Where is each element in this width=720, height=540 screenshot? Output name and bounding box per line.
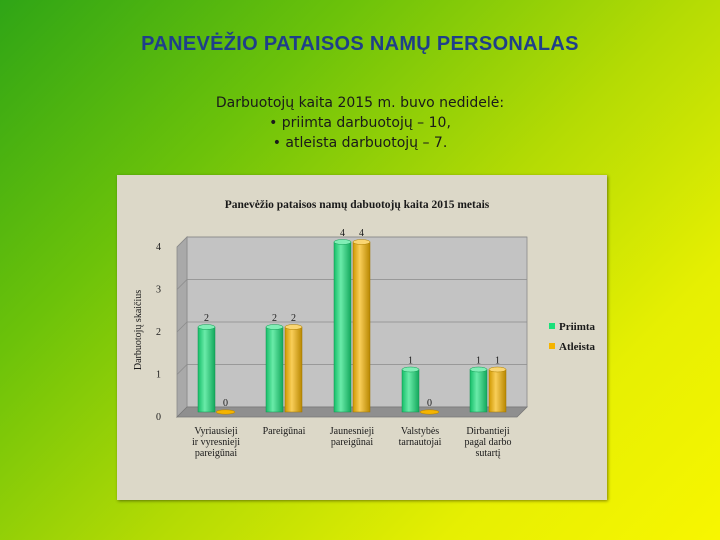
- bar-top: [469, 366, 488, 373]
- data-label: 0: [427, 398, 432, 409]
- bullet-hired: • priimta darbuotojų – 10,: [269, 115, 451, 131]
- x-tick-label: Vyriausieji: [194, 426, 238, 437]
- bar-top: [401, 366, 420, 373]
- gridline: [176, 236, 527, 248]
- legend-swatch-priimta: [549, 323, 555, 329]
- x-tick-label: pagal darbo: [465, 437, 512, 448]
- y-tick-label: 4: [156, 242, 161, 253]
- bar-top: [197, 324, 216, 330]
- bar-top: [284, 324, 303, 330]
- data-label: 4: [340, 228, 345, 239]
- x-tick-label: Dirbantieji: [466, 426, 510, 437]
- gridline: [176, 364, 527, 375]
- data-label: 4: [359, 228, 364, 239]
- bar-priimta: [333, 241, 352, 413]
- x-tick-label: Jaunesnieji: [330, 426, 375, 437]
- bar-atleista-zero: [419, 409, 440, 415]
- y-tick-label: 1: [156, 370, 161, 381]
- bar-priimta: [197, 326, 216, 413]
- bar-top: [333, 239, 352, 245]
- y-tick-label: 2: [156, 327, 161, 338]
- bar-chart: Panevėžio pataisos namų dabuotojų kaita …: [133, 199, 596, 459]
- data-label: 2: [204, 313, 209, 324]
- data-label: 1: [476, 356, 481, 367]
- data-label: 2: [291, 313, 296, 324]
- gridline: [176, 321, 527, 333]
- data-label: 2: [272, 313, 277, 324]
- chart-title: Panevėžio pataisos namų dabuotojų kaita …: [225, 199, 490, 211]
- x-tick-label: pareigūnai: [331, 437, 373, 448]
- x-tick-label: ir vyresnieji: [192, 437, 240, 448]
- bar-top: [265, 324, 284, 330]
- gridline: [176, 279, 527, 290]
- chart-frame: Panevėžio pataisos namų dabuotojų kaita …: [117, 175, 607, 500]
- y-tick-label: 0: [156, 412, 161, 423]
- bar-atleista-zero: [215, 409, 236, 415]
- slide-title: PANEVĖŽIO PATAISOS NAMŲ PERSONALAS: [141, 33, 579, 55]
- x-tick-label: Pareigūnai: [263, 426, 306, 437]
- data-label: 0: [223, 398, 228, 409]
- bar-atleista: [284, 326, 303, 413]
- x-tick-label: Valstybės: [401, 426, 439, 437]
- legend-swatch-atleista: [549, 343, 555, 349]
- bar-top: [352, 239, 371, 245]
- legend-label-priimta: Priimta: [559, 321, 596, 333]
- data-label: 1: [495, 356, 500, 367]
- x-tick-label: sutartį: [476, 448, 501, 459]
- y-axis-label: Darbuotojų skaičius: [133, 290, 144, 370]
- bar-priimta: [265, 326, 284, 413]
- x-tick-label: pareigūnai: [195, 448, 237, 459]
- data-label: 1: [408, 356, 413, 367]
- bar-priimta: [401, 369, 420, 413]
- legend-label-atleista: Atleista: [559, 341, 596, 353]
- bar-atleista: [352, 241, 371, 413]
- bar-top: [488, 366, 507, 373]
- intro-line: Darbuotojų kaita 2015 m. buvo nedidelė:: [215, 95, 505, 111]
- plot-floor: [176, 406, 528, 418]
- bar-priimta: [469, 369, 488, 413]
- x-tick-label: tarnautojai: [399, 437, 442, 448]
- slide-body-text: Darbuotojų kaita 2015 m. buvo nedidelė: …: [0, 93, 720, 153]
- bullet-dismissed: • atleista darbuotojų – 7.: [272, 135, 448, 151]
- bar-atleista: [488, 369, 507, 413]
- y-tick-label: 3: [156, 285, 161, 296]
